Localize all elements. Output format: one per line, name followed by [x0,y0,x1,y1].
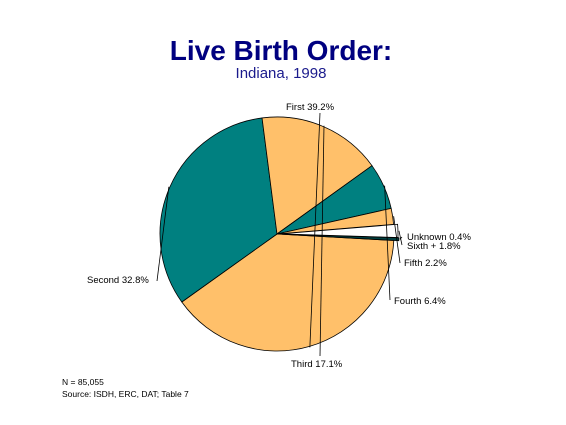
slice-second [159,117,278,303]
slice-label-unknown: Unknown 0.4% [407,232,471,243]
leader-line-sixth [398,230,403,246]
pie-slices [159,116,400,352]
leader-line-first [309,112,321,348]
leader-line-fifth [393,216,401,264]
leader-line-second [156,186,170,282]
chart-title: Live Birth Order: [170,35,392,66]
slice-label-fifth: Fifth 2.2% [404,258,447,269]
leader-line-third [319,125,325,357]
slice-labels: First 39.2% Second 32.8% Third 17.1% Fourth… [87,102,471,370]
leader-line-fourth [384,185,391,301]
slice-label-sixth: Sixth + 1.8% [407,241,461,252]
leader-line-unknown [399,236,403,240]
slice-label-first: First 39.2% [286,102,335,113]
chart-subtitle: Indiana, 1998 [236,65,327,82]
sample-size-note: N = 85,055 [62,377,104,387]
slice-unknown [281,233,400,242]
slice-label-third: Third 17.1% [291,359,343,370]
slice-label-fourth: Fourth 6.4% [394,296,446,307]
slice-label-second: Second 32.8% [87,275,149,286]
source-note: Source: ISDH, ERC, DAT; Table 7 [62,389,189,399]
